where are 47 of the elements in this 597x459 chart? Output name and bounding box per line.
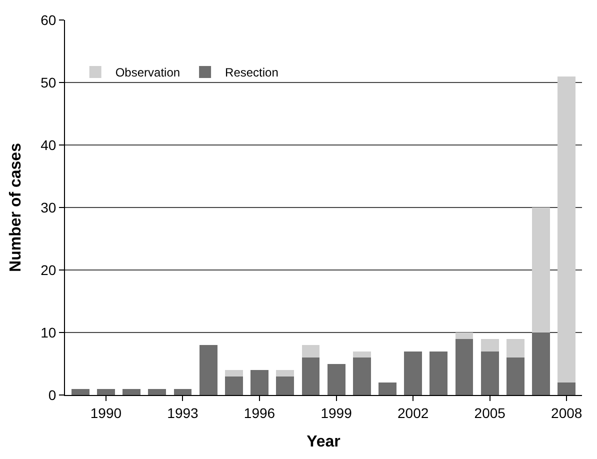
bar bbox=[276, 370, 294, 376]
bar bbox=[224, 376, 243, 395]
bar bbox=[96, 388, 115, 395]
bar bbox=[558, 382, 576, 395]
bar bbox=[224, 370, 243, 376]
x-tick-label: 2008 bbox=[551, 404, 582, 421]
y-tick-label: 40 bbox=[40, 136, 56, 153]
bar bbox=[148, 388, 166, 395]
bar bbox=[174, 388, 192, 395]
y-tick-label: 30 bbox=[40, 199, 56, 216]
bar bbox=[506, 338, 524, 358]
bar bbox=[532, 208, 550, 332]
legend-label: Resection bbox=[225, 66, 278, 80]
bar bbox=[352, 358, 371, 395]
bar bbox=[352, 351, 371, 358]
bar bbox=[455, 338, 474, 395]
x-tick-label: 1993 bbox=[167, 404, 199, 421]
y-tick-label: 20 bbox=[40, 262, 56, 278]
bar bbox=[378, 382, 396, 395]
bar bbox=[71, 388, 90, 395]
legend-label: Observation bbox=[115, 66, 180, 80]
bar bbox=[199, 345, 218, 395]
bar bbox=[302, 358, 320, 395]
bar bbox=[480, 351, 499, 395]
bar bbox=[302, 345, 320, 358]
bar bbox=[532, 332, 550, 395]
y-tick-label: 0 bbox=[48, 386, 56, 403]
y-tick-label: 50 bbox=[40, 74, 56, 90]
y-axis-title: Number of cases bbox=[8, 142, 25, 272]
y-tick-label: 10 bbox=[40, 324, 56, 340]
x-tick-label: 2002 bbox=[398, 404, 429, 421]
bar bbox=[250, 370, 268, 395]
x-axis-title: Year bbox=[306, 434, 340, 450]
x-tick-label: 1999 bbox=[320, 404, 352, 421]
bar bbox=[276, 376, 294, 395]
bar bbox=[122, 388, 140, 395]
bar bbox=[430, 351, 448, 395]
bar bbox=[404, 351, 422, 395]
x-tick-label: 2005 bbox=[474, 404, 506, 421]
x-tick-label: 1990 bbox=[90, 404, 122, 421]
bar bbox=[455, 332, 474, 339]
bar bbox=[480, 338, 499, 352]
y-tick-label: 60 bbox=[40, 12, 56, 28]
bar bbox=[506, 358, 524, 395]
bar bbox=[327, 364, 346, 395]
x-tick-label: 1996 bbox=[244, 404, 276, 421]
bar bbox=[558, 76, 576, 382]
